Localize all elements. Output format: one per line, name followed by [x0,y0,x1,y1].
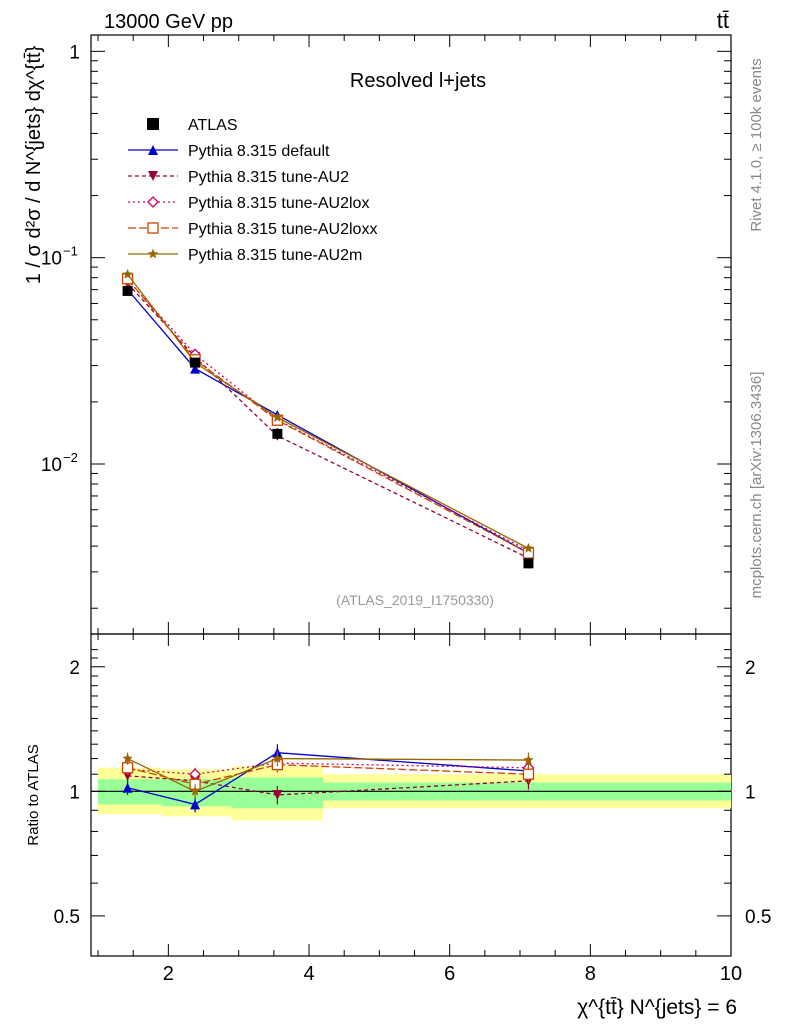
y-tick-exponent: −1 [63,244,78,259]
legend-marker-0 [148,145,158,155]
y-tick-exponent: −2 [63,450,78,465]
x-tick-label: 10 [720,963,742,985]
ratio-point-4 [122,753,133,763]
x-tick-label: 2 [163,963,174,985]
ratio-line-0 [127,752,529,806]
data-point [523,558,534,569]
ratio-axis-label: Ratio to ATLAS [25,744,42,845]
series-point-0 [190,363,201,374]
ratio-point-0 [122,782,133,793]
ratio-point-3 [522,768,535,780]
ratio-tick-label-right: 1 [745,782,756,803]
ratio-tick-label-right: 2 [745,658,756,679]
y-tick-label: 10 [41,249,62,270]
ratio-point-1 [272,789,283,800]
x-axis-label: χ^{tt̄} N^{jets} = 6 [577,996,737,1019]
ratio-line-1 [127,775,529,796]
x-tick-label: 6 [444,963,455,985]
legend-label: Pythia 8.315 tune-AU2 [188,169,349,186]
series-layer [121,268,535,564]
legend-label: Pythia 8.315 tune-AU2m [188,247,362,264]
legend-label: Pythia 8.315 tune-AU2loxx [188,221,377,238]
y-tick-label: 1 [69,42,80,63]
x-tick-label: 8 [585,963,596,985]
ratio-point-4 [272,753,283,763]
series-line-2 [127,279,529,552]
legend-marker-2 [147,196,159,208]
ratio-point-4 [189,785,201,796]
y-tick-label: 10 [41,455,62,476]
header-process: tt̄ [717,8,729,33]
rivet-label: Rivet 4.1.0, ≥ 100k events [748,58,765,231]
series-line-1 [127,283,529,559]
legend-marker-3 [147,222,159,234]
ratio-line-2 [127,762,529,775]
legend-marker-data [147,118,159,130]
ratio-line-4 [127,757,529,793]
legend-marker-1 [148,171,158,181]
data-point [190,357,201,368]
x-tick-label: 4 [303,963,314,985]
ratio-tick-label: 0.5 [54,907,80,928]
data-point [122,285,133,296]
ratio-point-4 [523,754,534,765]
series-point-4 [523,542,534,553]
y-axis-label: 1 / σ d²σ / d N^{jets} dχ^{tt̄} [23,45,45,284]
legend: ATLAS Pythia 8.315 default Pythia 8.315 tu… [128,117,377,264]
header-energy: 13000 GeV pp [104,11,233,33]
main-panel-frame [90,34,732,635]
uncertainty-bands [91,766,731,821]
data-points [122,285,534,569]
legend-label: Pythia 8.315 tune-AU2lox [188,195,369,212]
watermark: (ATLAS_2019_I1750330) [336,592,494,608]
ratio-tick-label: 1 [69,782,80,803]
legend-label: ATLAS [188,117,238,134]
ratio-tick-label: 2 [69,658,80,679]
legend-marker-4 [147,248,159,259]
series-line-4 [127,273,529,549]
ratio-tick-label-right: 0.5 [745,907,771,928]
data-point [272,428,283,439]
series-point-4 [272,412,283,422]
series-line-3 [127,278,529,554]
legend-label: Pythia 8.315 default [188,143,330,160]
mcplots-label: mcplots.cern.ch [arXiv:1306.3436] [748,372,765,599]
ratio-point-0 [190,799,201,810]
series-point-4 [122,268,133,279]
series-line-0 [127,289,529,554]
ratio-layer [121,744,535,813]
chart-title: Resolved l+jets [350,70,486,92]
